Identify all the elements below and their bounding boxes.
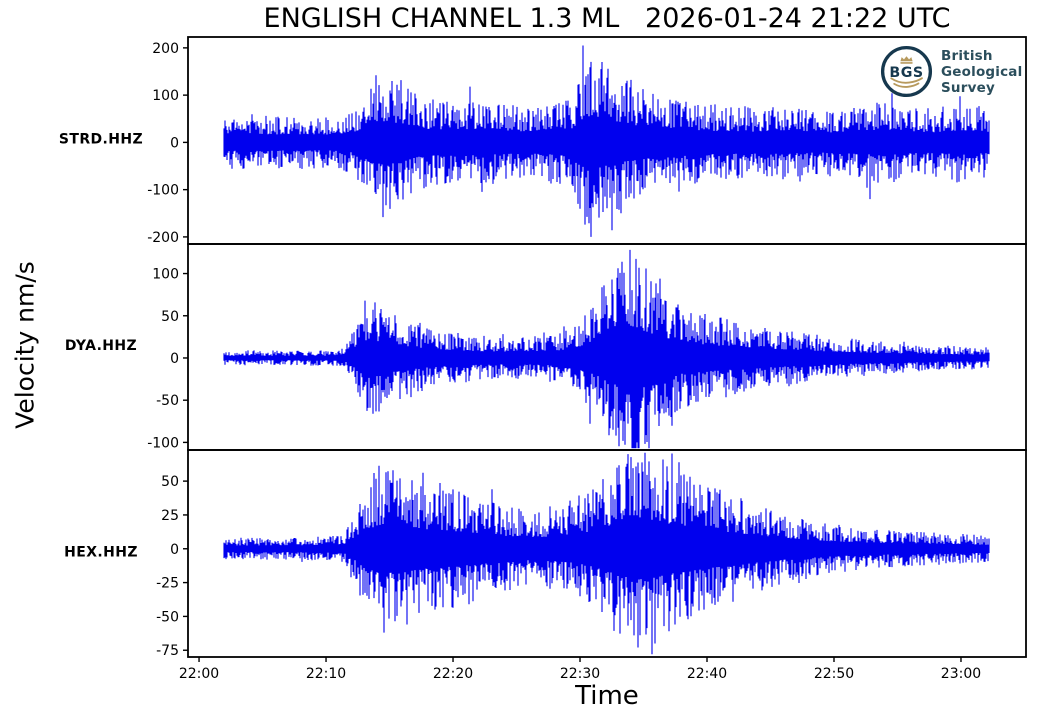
y-tick-label: 100: [152, 88, 179, 104]
y-tick-label: 0: [170, 135, 179, 151]
bgs-logo-text: British Geological Survey: [941, 48, 1022, 96]
y-tick-label: 50: [161, 474, 179, 490]
y-tick-label: -50: [156, 609, 179, 625]
y-tick-label: 100: [152, 267, 179, 283]
bgs-acronym: BGS: [889, 65, 923, 81]
bgs-furrows-icon: [890, 77, 923, 88]
x-tick-label: 22:10: [306, 666, 346, 682]
y-tick-label: -100: [147, 183, 179, 199]
y-axis-label: Velocity nm/s: [10, 261, 40, 429]
bgs-logo-line2: Geological: [941, 63, 1023, 80]
bgs-logo-line3: Survey: [941, 79, 995, 96]
y-tick-label: -75: [156, 643, 179, 659]
y-tick-label: 0: [170, 542, 179, 558]
y-tick-label: -50: [156, 393, 179, 409]
seismic-trace-dya-hhz: [223, 249, 990, 449]
station-label-strd-hhz: STRD.HHZ: [59, 132, 143, 148]
bgs-logo-roundel: BGS: [880, 45, 933, 98]
panel-border: [187, 449, 1027, 658]
x-tick-label: 22:00: [179, 666, 219, 682]
station-label-hex-hhz: HEX.HHZ: [64, 545, 138, 561]
station-label-dya-hhz: DYA.HHZ: [65, 338, 137, 354]
y-tick-label: -25: [156, 576, 179, 592]
y-tick-label: -100: [147, 435, 179, 451]
seismic-trace-hex-hhz: [223, 452, 990, 655]
y-tick-label: 200: [152, 41, 179, 57]
x-tick-label: 23:00: [941, 666, 981, 682]
y-tick-label: -200: [147, 230, 179, 246]
y-tick-label: 50: [161, 309, 179, 325]
figure-title: ENGLISH CHANNEL 1.3 ML 2026-01-24 21:22 …: [263, 3, 951, 34]
bgs-logo: BGS British Geological Survey: [879, 44, 1022, 99]
y-tick-label: 0: [170, 351, 179, 367]
x-tick-label: 22:50: [814, 666, 854, 682]
bgs-logo-line1: British: [941, 47, 993, 64]
y-tick-label: 25: [161, 508, 179, 524]
seismic-trace-strd-hhz: [223, 45, 990, 237]
bgs-crown-icon: [900, 56, 913, 64]
x-axis-label: Time: [575, 681, 639, 711]
x-tick-label: 22:30: [560, 666, 600, 682]
x-tick-label: 22:20: [433, 666, 473, 682]
x-tick-label: 22:40: [687, 666, 727, 682]
